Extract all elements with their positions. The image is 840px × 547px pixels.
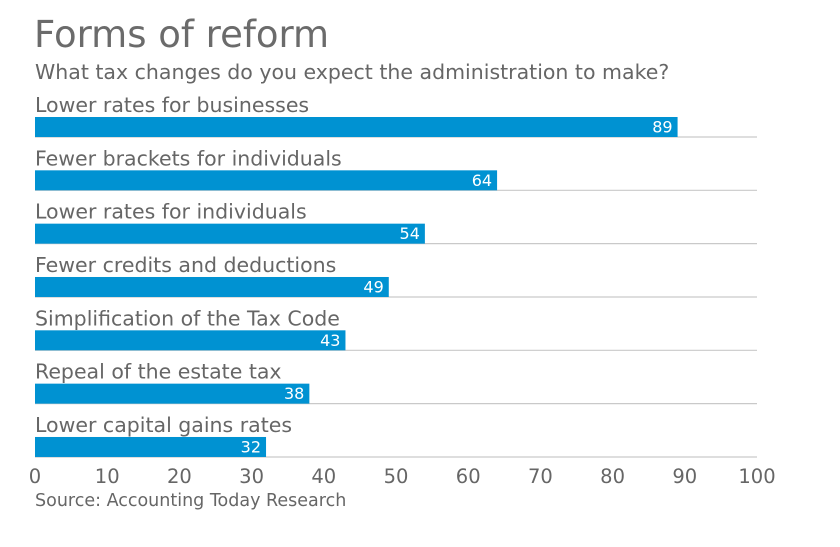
bar-value-label: 54 xyxy=(400,224,420,243)
bar xyxy=(35,436,267,457)
bar xyxy=(35,383,310,404)
x-tick-label: 20 xyxy=(167,465,192,488)
category-label: Lower rates for businesses xyxy=(35,93,309,117)
bar-value-label: 64 xyxy=(472,171,492,190)
bar-value-label: 32 xyxy=(241,437,261,456)
source-note: Source: Accounting Today Research xyxy=(35,491,347,511)
bar xyxy=(35,170,498,191)
category-label: Fewer credits and deductions xyxy=(35,253,336,277)
category-label: Fewer brackets for individuals xyxy=(35,146,342,170)
bar xyxy=(35,223,425,244)
x-tick-label: 0 xyxy=(29,465,41,488)
bar-value-label: 38 xyxy=(284,384,304,403)
category-label: Lower rates for individuals xyxy=(35,200,307,224)
bar xyxy=(35,117,678,137)
bar-value-label: 89 xyxy=(652,118,672,137)
x-tick-label: 90 xyxy=(672,465,697,488)
chart-title: Forms of reform xyxy=(34,13,330,56)
chart-subtitle: What tax changes do you expect the admin… xyxy=(35,60,670,84)
bar-value-label: 49 xyxy=(363,277,383,296)
bar xyxy=(35,330,346,351)
bar xyxy=(35,276,389,297)
x-tick-label: 30 xyxy=(239,465,264,488)
category-label: Lower capital gains rates xyxy=(35,413,292,437)
x-tick-label: 70 xyxy=(528,465,553,488)
x-tick-label: 80 xyxy=(600,465,625,488)
x-tick-label: 10 xyxy=(95,465,120,488)
category-label: Repeal of the estate tax xyxy=(35,360,282,384)
x-tick-label: 50 xyxy=(384,465,409,488)
category-label: Simplification of the Tax Code xyxy=(35,306,340,330)
x-tick-label: 100 xyxy=(738,465,775,488)
x-tick-label: 60 xyxy=(456,465,481,488)
bar-value-label: 43 xyxy=(320,331,340,350)
x-tick-label: 40 xyxy=(311,465,336,488)
